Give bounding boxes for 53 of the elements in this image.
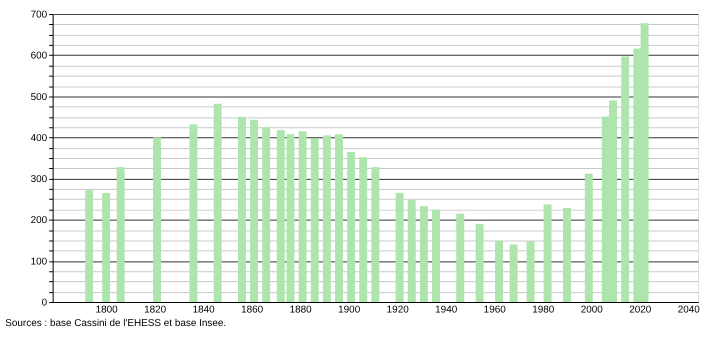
y-tick-label: 700 <box>30 10 48 21</box>
bar <box>584 174 593 302</box>
bar <box>85 190 94 302</box>
bar <box>276 130 285 302</box>
bar <box>102 193 110 302</box>
y-tick-label: 300 <box>30 174 48 186</box>
x-tick-label: 1940 <box>435 304 458 316</box>
x-tick-label: 2040 <box>678 304 700 316</box>
x-tick-label: 1840 <box>192 304 216 316</box>
y-tick-label: 0 <box>42 298 48 309</box>
bar <box>495 240 504 302</box>
bar <box>214 104 222 302</box>
bar <box>238 116 246 302</box>
x-tick-label: 1920 <box>386 304 410 316</box>
bar <box>262 127 270 302</box>
bar <box>347 152 356 302</box>
bar <box>335 134 343 302</box>
bar <box>250 120 258 302</box>
bar <box>396 193 404 302</box>
y-tick-label: 200 <box>30 215 48 226</box>
bar <box>286 134 294 302</box>
x-tick-label: 1980 <box>532 304 555 316</box>
bar <box>153 137 162 302</box>
y-tick-label: 500 <box>30 92 48 103</box>
bar <box>476 224 484 302</box>
y-tick-label: 600 <box>30 50 48 62</box>
bar <box>621 56 630 302</box>
bar <box>371 167 380 302</box>
bar <box>510 244 518 302</box>
x-tick-label: 2020 <box>629 304 652 316</box>
bar <box>456 214 464 302</box>
x-tick-label: 1800 <box>96 304 118 316</box>
y-tick-label: 400 <box>30 132 48 144</box>
bar <box>432 209 440 302</box>
x-tick-label: 1900 <box>338 304 361 316</box>
bar <box>298 131 307 302</box>
x-tick-label: 1960 <box>484 304 506 316</box>
bar <box>420 206 428 302</box>
y-tick-label: 100 <box>30 256 48 268</box>
source-note: Sources : base Cassini de l'EHESS et base Insee. <box>5 318 226 329</box>
bar <box>526 242 535 302</box>
bar <box>563 208 571 302</box>
bar <box>322 135 331 302</box>
x-tick-label: 1880 <box>290 304 312 316</box>
bar <box>310 138 319 302</box>
bar <box>408 200 416 302</box>
bar <box>359 157 368 302</box>
bar <box>544 204 552 302</box>
x-tick-label: 1860 <box>241 304 264 316</box>
bar <box>189 124 198 302</box>
bar <box>116 167 125 302</box>
x-tick-label: 2000 <box>580 304 604 316</box>
x-tick-label: 1820 <box>144 304 167 316</box>
